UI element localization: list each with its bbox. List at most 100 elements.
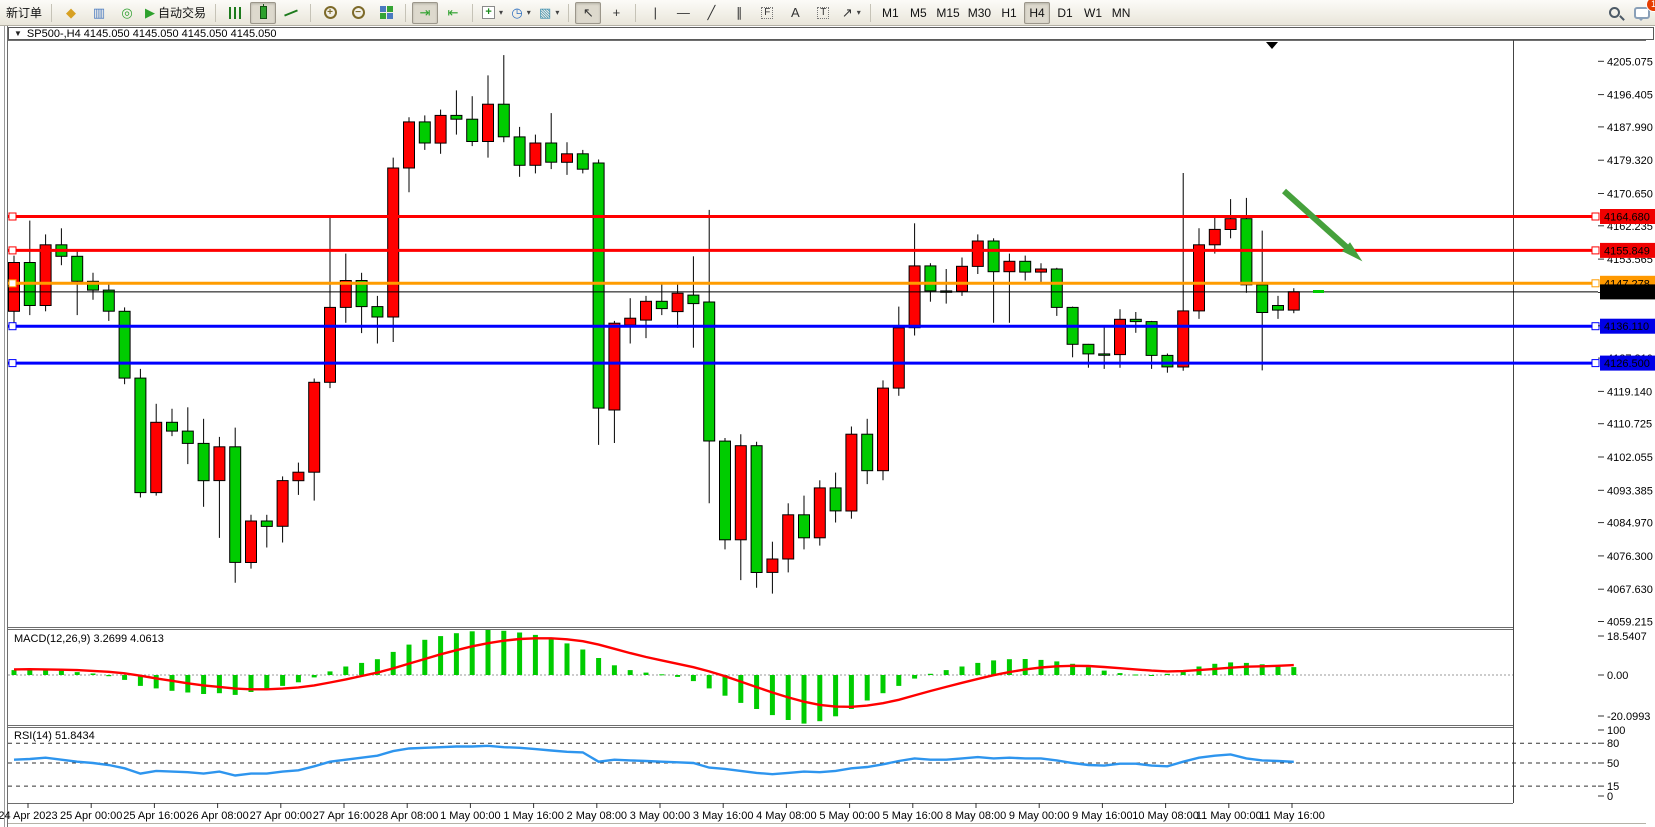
line-chart-icon[interactable] xyxy=(278,2,304,24)
zoom-in-icon[interactable]: + xyxy=(317,2,343,24)
auto-scroll-icon[interactable]: ⇥ xyxy=(412,1,439,24)
equidistant-channel-icon[interactable]: ∥ xyxy=(726,2,752,24)
crosshair-icon[interactable]: + xyxy=(603,2,629,24)
search-icon[interactable] xyxy=(1601,2,1627,24)
toolbar-separator xyxy=(405,3,407,22)
macd-tick-label: -20.0993 xyxy=(1607,711,1650,723)
cursor-icon[interactable]: ↖ xyxy=(575,1,602,24)
text-icon[interactable]: A xyxy=(782,2,808,24)
chart-shift-icon[interactable]: ⇤ xyxy=(440,2,466,24)
price-badge xyxy=(1600,355,1655,371)
label-icon[interactable]: T xyxy=(810,2,836,24)
toolbar-separator xyxy=(635,3,637,22)
price-badge-label: 4145.050 xyxy=(1604,287,1650,299)
price-tick-label: 4170.650 xyxy=(1607,189,1653,201)
time-tick-label: 5 May 16:00 xyxy=(883,810,944,822)
timeframe-button-d1[interactable]: D1 xyxy=(1052,2,1078,24)
zoom-in-icon: + xyxy=(323,6,337,19)
last-price-marker xyxy=(1313,290,1324,293)
bar-chart-icon[interactable] xyxy=(222,2,248,24)
time-tick-label: 3 May 00:00 xyxy=(630,810,691,822)
price-tick-label: 4179.320 xyxy=(1607,155,1653,167)
indicators-icon[interactable]: + ▾ xyxy=(479,2,506,24)
time-tick-label: 10 May 08:00 xyxy=(1132,810,1199,822)
autotrade-button-label: 自动交易 xyxy=(158,6,207,20)
timeframe-label: M30 xyxy=(967,5,992,20)
fibonacci-icon: F xyxy=(761,6,774,19)
chart-area[interactable]: 4205.075 4196.405 4187.990 4179.320 4170.650… xyxy=(0,26,1655,827)
line-chart-icon xyxy=(284,8,298,17)
trend-arrow-annotation[interactable] xyxy=(1281,188,1355,255)
cursor-icon: ↖ xyxy=(582,5,594,20)
time-tick-label: 2 May 08:00 xyxy=(567,810,628,822)
timeframe-button-m15[interactable]: M15 xyxy=(933,2,962,24)
gold-ingot-icon[interactable]: ◆ xyxy=(58,2,84,24)
price-line-4164.680[interactable] xyxy=(8,212,1600,221)
toolbar-separator xyxy=(215,3,217,22)
horizontal-line-icon[interactable]: — xyxy=(670,2,696,24)
toolbar-separator xyxy=(51,3,53,22)
signal-icon[interactable]: ◎ xyxy=(114,2,140,24)
timeframe-label: MN xyxy=(1111,5,1131,20)
timeframe-label: M15 xyxy=(936,5,960,20)
price-tick-label: 4196.405 xyxy=(1607,90,1653,102)
vertical-line-icon[interactable]: | xyxy=(642,2,668,24)
timeframe-button-m5[interactable]: M5 xyxy=(905,2,931,24)
macd-tick-label: 0.00 xyxy=(1607,670,1628,682)
rsi-tick-label: 50 xyxy=(1607,758,1619,770)
timeframe-label: H1 xyxy=(1001,5,1017,20)
periods-icon: ◷ xyxy=(511,5,523,20)
periods-icon[interactable]: ◷ ▾ xyxy=(508,2,534,24)
time-tick-label: 3 May 16:00 xyxy=(693,810,754,822)
autotrade-button[interactable]: ▶ 自动交易 xyxy=(142,2,209,24)
chat-icon[interactable]: 1 xyxy=(1629,0,1655,24)
chevron-down-icon[interactable]: ▾ xyxy=(526,8,531,17)
indicators-icon: + xyxy=(482,6,496,19)
fibonacci-icon[interactable]: F xyxy=(754,2,780,24)
price-badge-label: 4136.110 xyxy=(1604,321,1649,333)
candlestick-chart-icon[interactable] xyxy=(250,1,277,24)
timeframe-button-m30[interactable]: M30 xyxy=(965,2,994,24)
price-line-4155.849[interactable] xyxy=(8,246,1600,255)
horizontal-line-icon: — xyxy=(676,5,690,20)
notification-badge: 1 xyxy=(1646,0,1655,12)
equidistant-channel-icon: ∥ xyxy=(736,5,743,20)
price-line-4147.278[interactable] xyxy=(8,279,1600,288)
arrows-icon[interactable]: ↗ ▾ xyxy=(838,2,864,24)
time-tick-label: 8 May 08:00 xyxy=(946,810,1007,822)
chart-canvas[interactable]: 4205.075 4196.405 4187.990 4179.320 4170.650… xyxy=(0,26,1655,827)
timeframe-button-h1[interactable]: H1 xyxy=(996,2,1022,24)
new-order-button[interactable]: 新订单 xyxy=(3,2,45,24)
timeframe-button-m1[interactable]: M1 xyxy=(877,2,903,24)
price-line-4136.110[interactable] xyxy=(8,322,1600,331)
chevron-down-icon[interactable]: ▾ xyxy=(499,8,504,17)
timeframe-button-w1[interactable]: W1 xyxy=(1080,2,1106,24)
tile-windows-icon[interactable] xyxy=(373,2,399,24)
price-badge xyxy=(1600,318,1655,334)
time-tick-label: 25 Apr 16:00 xyxy=(123,810,185,822)
time-tick-label: 11 May 00:00 xyxy=(1196,810,1262,822)
symbol-dropdown-icon[interactable]: ▼ xyxy=(14,29,22,38)
zoom-out-icon[interactable]: − xyxy=(345,2,371,24)
zoom-out-icon: − xyxy=(351,6,365,19)
price-tick-label: 4084.970 xyxy=(1607,518,1653,530)
price-tick-label: 4059.215 xyxy=(1607,617,1653,629)
market-watch-icon[interactable]: ▥ xyxy=(86,2,112,24)
price-line-4126.500[interactable] xyxy=(8,359,1600,368)
time-tick-label: 9 May 16:00 xyxy=(1072,810,1133,822)
chevron-down-icon[interactable]: ▾ xyxy=(555,8,560,17)
auto-scroll-icon: ⇥ xyxy=(419,5,431,20)
time-tick-label: 27 Apr 00:00 xyxy=(250,810,312,822)
chevron-down-icon[interactable]: ▾ xyxy=(856,8,861,17)
chart-title-bar[interactable]: ▼ SP500-,H4 4145.050 4145.050 4145.050 4… xyxy=(8,27,1654,40)
templates-icon: ▧ xyxy=(539,5,552,20)
timeframe-button-h4[interactable]: H4 xyxy=(1024,1,1051,24)
rsi-tick-label: 100 xyxy=(1607,725,1625,737)
timeframe-button-mn[interactable]: MN xyxy=(1108,2,1134,24)
templates-icon[interactable]: ▧ ▾ xyxy=(536,2,562,24)
macd-signal-line xyxy=(13,637,1294,709)
time-tick-label: 25 Apr 00:00 xyxy=(60,810,122,822)
price-badge xyxy=(1600,284,1655,300)
trendline-icon[interactable]: ╱ xyxy=(698,2,724,24)
crosshair-icon: + xyxy=(612,5,621,20)
